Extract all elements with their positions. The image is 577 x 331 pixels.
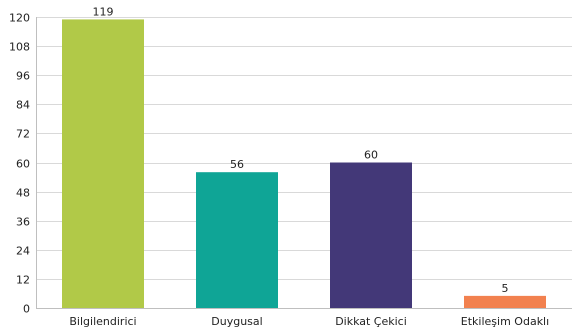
y-tick-label: 108 — [9, 41, 30, 54]
x-tick-label: Bilgilendirici — [69, 315, 136, 328]
axes — [36, 17, 572, 309]
data-label: 56 — [230, 158, 244, 171]
y-tick-label: 60 — [16, 158, 30, 171]
labels: 0 12 24 36 48 60 72 84 96 108 120 119 Bilgilendirici… — [9, 5, 549, 328]
bar — [62, 19, 144, 309]
y-tick-label: 0 — [23, 303, 30, 316]
y-tick-label: 36 — [16, 216, 30, 229]
bar — [196, 172, 278, 308]
y-tick-label: 84 — [16, 99, 30, 112]
data-label: 119 — [93, 5, 114, 18]
y-tick-label: 120 — [9, 12, 30, 25]
y-tick-label: 48 — [16, 187, 30, 200]
x-tick-label: Etkileşim Odaklı — [461, 315, 549, 328]
bars — [62, 19, 546, 309]
y-tick-label: 12 — [16, 274, 30, 287]
data-label: 60 — [364, 149, 378, 162]
x-tick-label: Dikkat Çekici — [335, 315, 407, 328]
bar — [464, 295, 546, 308]
y-tick-label: 96 — [16, 70, 30, 83]
y-tick-label: 24 — [16, 245, 30, 258]
y-tick-label: 72 — [16, 128, 30, 141]
x-tick-label: Duygusal — [211, 315, 262, 328]
bar — [330, 162, 412, 308]
data-label: 5 — [502, 282, 509, 295]
